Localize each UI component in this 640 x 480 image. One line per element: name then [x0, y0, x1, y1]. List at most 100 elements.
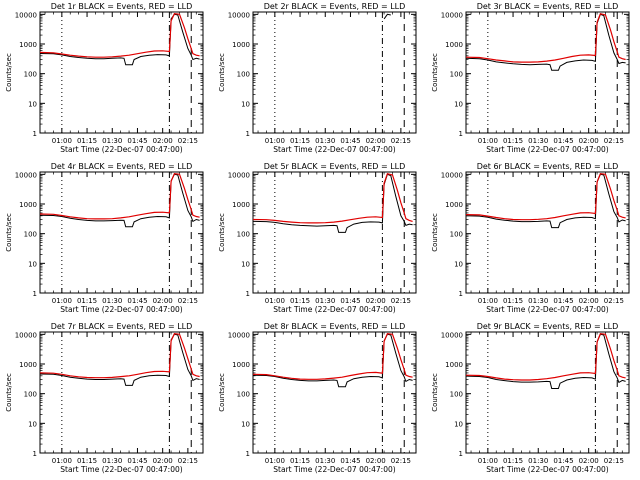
- x-axis-label: Start Time (22-Dec-07 00:47:00): [60, 145, 182, 154]
- y-tick-label: 10: [454, 420, 463, 428]
- plot-frame: [252, 331, 417, 454]
- x-tick-label: 02:00: [579, 137, 599, 145]
- y-tick-label: 10: [241, 260, 250, 268]
- chart-panel-8: Det 8r BLACK = Events, RED = LLD 1 10 100 10…: [218, 322, 417, 474]
- y-axis-label: Counts/sec: [431, 53, 439, 92]
- plot-frame: [465, 171, 630, 294]
- x-tick-label: 01:15: [503, 457, 523, 465]
- y-tick-label: 10: [241, 100, 250, 108]
- y-tick-label: 1: [459, 450, 463, 458]
- y-tick-label: 100: [24, 231, 37, 239]
- y-tick-label: 1: [33, 290, 37, 298]
- x-tick-label: 02:00: [153, 137, 173, 145]
- x-tick-label: 01:30: [315, 137, 335, 145]
- y-tick-label: 100: [237, 231, 250, 239]
- chart-panel-4: Det 4r BLACK = Events, RED = LLD 1 10 100 10…: [5, 162, 204, 314]
- y-tick-label: 100: [237, 71, 250, 79]
- x-tick-label: 01:15: [77, 137, 97, 145]
- y-tick-label: 1000: [445, 361, 463, 369]
- y-tick-label: 10: [454, 260, 463, 268]
- chart-panel-9: Det 9r BLACK = Events, RED = LLD 1 10 100 10…: [431, 322, 630, 474]
- y-tick-label: 100: [237, 391, 250, 399]
- events-series-line: [383, 13, 391, 20]
- x-tick-label: 02:15: [604, 137, 624, 145]
- lld-series-line: [252, 172, 413, 224]
- events-series-line: [39, 333, 200, 386]
- chart-title: Det 1r BLACK = Events, RED = LLD: [51, 2, 193, 11]
- chart-title: Det 9r BLACK = Events, RED = LLD: [477, 322, 619, 331]
- x-tick-label: 01:00: [478, 297, 498, 305]
- y-tick-label: 100: [450, 391, 463, 399]
- events-series-line: [465, 13, 626, 71]
- y-tick-label: 10: [28, 420, 37, 428]
- x-tick-label: 01:30: [102, 297, 122, 305]
- y-tick-label: 100: [450, 71, 463, 79]
- x-tick-label: 01:45: [127, 457, 147, 465]
- y-tick-label: 10000: [15, 171, 37, 179]
- x-tick-label: 01:45: [127, 297, 147, 305]
- x-tick-label: 01:15: [503, 137, 523, 145]
- x-tick-label: 01:15: [77, 297, 97, 305]
- y-tick-label: 10000: [441, 11, 463, 19]
- y-tick-label: 10: [28, 100, 37, 108]
- x-tick-label: 01:00: [478, 137, 498, 145]
- chart-title: Det 8r BLACK = Events, RED = LLD: [264, 322, 406, 331]
- chart-panel-3: Det 3r BLACK = Events, RED = LLD 1 10 100 10…: [431, 2, 630, 154]
- y-axis-label: Counts/sec: [5, 213, 13, 252]
- x-tick-label: 02:00: [579, 457, 599, 465]
- lld-series-line: [252, 333, 413, 380]
- y-tick-label: 100: [450, 231, 463, 239]
- x-tick-label: 02:15: [604, 457, 624, 465]
- x-tick-label: 01:00: [52, 137, 72, 145]
- x-axis-label: Start Time (22-Dec-07 00:47:00): [273, 305, 395, 314]
- chart-panel-5: Det 5r BLACK = Events, RED = LLD 1 10 100 10…: [218, 162, 417, 314]
- x-axis-label: Start Time (22-Dec-07 00:47:00): [273, 465, 395, 474]
- lld-series-line: [465, 173, 626, 221]
- y-tick-label: 10: [28, 260, 37, 268]
- x-tick-label: 01:15: [290, 137, 310, 145]
- x-tick-label: 01:45: [553, 297, 573, 305]
- x-tick-label: 02:15: [391, 457, 411, 465]
- y-tick-label: 1000: [232, 201, 250, 209]
- x-tick-label: 02:15: [391, 137, 411, 145]
- y-tick-label: 1: [459, 130, 463, 138]
- x-tick-label: 01:30: [315, 457, 335, 465]
- y-tick-label: 1000: [19, 41, 37, 49]
- x-tick-label: 01:00: [265, 297, 285, 305]
- chart-title: Det 7r BLACK = Events, RED = LLD: [51, 322, 193, 331]
- y-tick-label: 1000: [19, 361, 37, 369]
- x-tick-label: 01:15: [290, 457, 310, 465]
- x-tick-label: 01:00: [265, 137, 285, 145]
- x-tick-label: 01:30: [102, 457, 122, 465]
- plot-frame: [39, 171, 204, 294]
- lld-series-line: [39, 333, 200, 379]
- y-axis-label: Counts/sec: [218, 213, 226, 252]
- chart-panel-6: Det 6r BLACK = Events, RED = LLD 1 10 100 10…: [431, 162, 630, 314]
- y-tick-label: 10000: [441, 331, 463, 339]
- plot-frame: [39, 331, 204, 454]
- plot-frame: [39, 11, 204, 134]
- x-tick-label: 01:30: [102, 137, 122, 145]
- lld-series-line: [465, 333, 626, 381]
- x-tick-label: 02:00: [153, 457, 173, 465]
- x-tick-label: 02:00: [153, 297, 173, 305]
- x-tick-label: 01:45: [340, 457, 360, 465]
- y-tick-label: 10000: [15, 331, 37, 339]
- events-series-line: [252, 333, 413, 388]
- events-series-line: [39, 173, 200, 228]
- y-axis-label: Counts/sec: [5, 53, 13, 92]
- x-tick-label: 01:00: [478, 457, 498, 465]
- y-tick-label: 1000: [445, 201, 463, 209]
- y-tick-label: 100: [24, 391, 37, 399]
- y-axis-label: Counts/sec: [5, 373, 13, 412]
- x-axis-label: Start Time (22-Dec-07 00:47:00): [60, 465, 182, 474]
- x-tick-label: 02:15: [178, 297, 198, 305]
- y-tick-label: 100: [24, 71, 37, 79]
- x-axis-label: Start Time (22-Dec-07 00:47:00): [60, 305, 182, 314]
- x-tick-label: 01:15: [77, 457, 97, 465]
- events-series-line: [465, 173, 626, 229]
- y-tick-label: 1000: [232, 41, 250, 49]
- x-tick-label: 02:00: [366, 297, 386, 305]
- y-tick-label: 10000: [15, 11, 37, 19]
